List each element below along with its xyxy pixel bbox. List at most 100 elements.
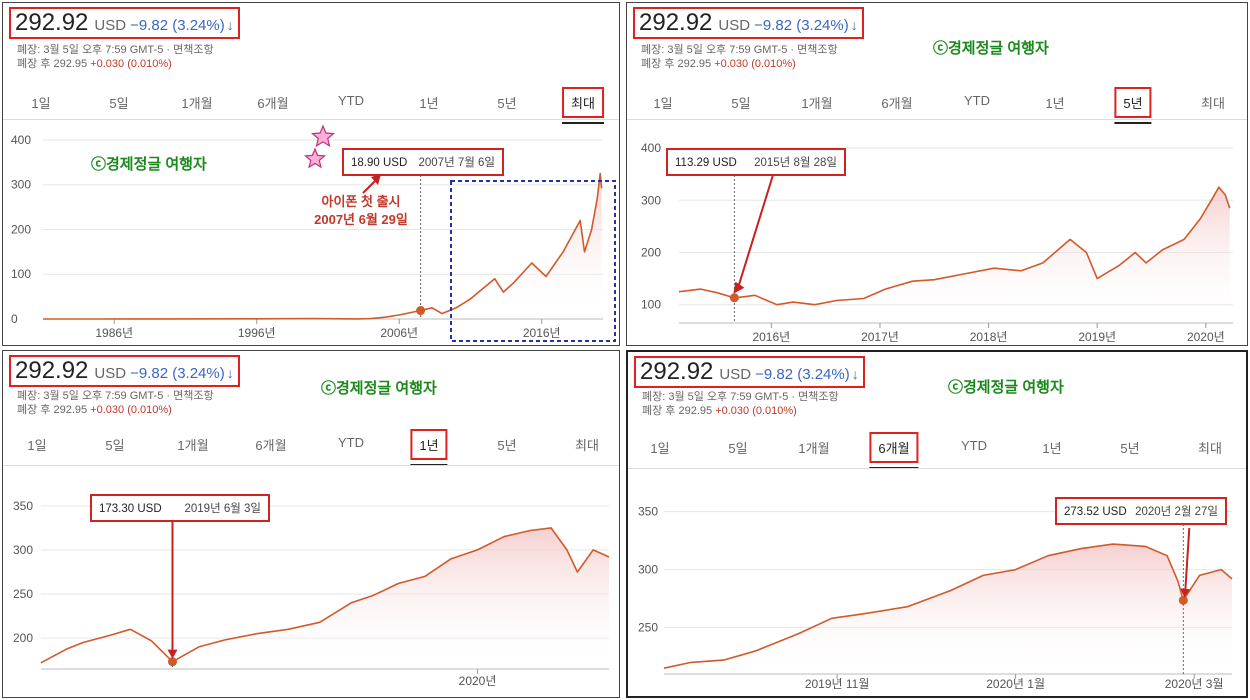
down-arrow-icon: ↓ <box>850 17 858 33</box>
tab-divider <box>627 119 1247 120</box>
x-tick-label: 1996년 <box>238 326 276 340</box>
y-tick-label: 250 <box>638 621 658 635</box>
tab-3[interactable]: 1개월 <box>798 441 830 456</box>
arrowhead <box>167 649 178 659</box>
y-tick-label: 0 <box>11 312 18 326</box>
price-box: 292.92 USD −9.82 (3.24%) ↓ <box>9 7 240 39</box>
tooltip-point <box>416 306 426 316</box>
tab-8[interactable]: 최대 <box>1198 441 1222 456</box>
down-arrow-icon: ↓ <box>226 365 234 381</box>
tab-7[interactable]: 5년 <box>497 438 517 453</box>
after-hours-line: 폐장 후 292.95 +0.030 (0.010%) <box>641 58 796 70</box>
x-tick-label: 2020년 <box>1187 330 1225 344</box>
tab-divider <box>628 468 1246 469</box>
tab-5[interactable]: YTD <box>338 435 364 450</box>
tab-4[interactable]: 6개월 <box>257 96 289 111</box>
series-line <box>678 186 1231 306</box>
tooltip-date: 2015년 8월 28일 <box>754 155 837 169</box>
tooltip-value: 273.52 USD <box>1064 506 1127 518</box>
currency: USD <box>94 365 127 382</box>
y-tick-label: 300 <box>13 543 33 557</box>
tab-6[interactable]: 1년 <box>1045 96 1065 111</box>
price-box: 292.92 USD −9.82 (3.24%) ↓ <box>634 356 865 388</box>
series-area <box>664 544 1232 674</box>
tab-3[interactable]: 1개월 <box>177 438 209 453</box>
x-tick-label: 2020년 3월 <box>1165 677 1224 691</box>
star-icon <box>310 124 336 148</box>
series-line <box>40 527 610 664</box>
after-hours-line: 폐장 후 292.95 +0.030 (0.010%) <box>17 404 172 416</box>
tooltip-box <box>342 148 504 176</box>
x-tick-label: 2016년 <box>752 330 790 344</box>
tab-1[interactable]: 1일 <box>653 96 673 111</box>
tab-8[interactable]: 최대 <box>562 87 604 124</box>
price-change: −9.82 (3.24%) <box>754 17 849 34</box>
chart-panel-5y: 292.92 USD −9.82 (3.24%) ↓ 폐장: 3월 5일 오후 7:5… <box>626 2 1248 346</box>
chart-panel-6m: 292.92 USD −9.82 (3.24%) ↓ 폐장: 3월 5일 오후 7:5… <box>626 350 1248 698</box>
tab-3[interactable]: 1개월 <box>801 96 833 111</box>
tab-6[interactable]: 1년 <box>1042 441 1062 456</box>
y-tick-label: 100 <box>11 267 31 281</box>
chart-svg: 0 100 200 300 400 1986년 1996년 2006년 2016년 18.90 U… <box>11 124 616 342</box>
market-closed-line: 폐장: 3월 5일 오후 7:59 GMT-5 · 면책조항 <box>641 44 838 56</box>
highlight-region <box>450 180 616 342</box>
price-value: 292.92 <box>640 358 714 385</box>
x-tick-label: 2017년 <box>861 330 899 344</box>
tab-4[interactable]: 6개월 <box>869 432 919 469</box>
chart-svg: 100 200 300 400 2016년 2017년 2018년 2019년 2020년 113… <box>641 141 1233 344</box>
tab-7[interactable]: 5년 <box>1120 441 1140 456</box>
range-tabs: 1일 5일 1개월 6개월 YTD 1년 5년 최대 <box>627 87 1247 124</box>
y-tick-label: 200 <box>641 246 661 260</box>
tooltip-value: 18.90 USD <box>351 157 407 169</box>
tab-6[interactable]: 1년 <box>419 96 439 111</box>
down-arrow-icon: ↓ <box>851 366 859 382</box>
tooltip-date: 2007년 7월 6일 <box>418 155 495 169</box>
tab-7[interactable]: 5년 <box>497 96 517 111</box>
tab-5[interactable]: YTD <box>338 93 364 108</box>
market-closed-line: 폐장: 3월 5일 오후 7:59 GMT-5 · 면책조항 <box>17 390 214 402</box>
tab-3[interactable]: 1개월 <box>181 96 213 111</box>
arrowhead <box>1180 588 1191 598</box>
watermark: ⓒ경제정글 여행자 <box>948 379 1064 396</box>
price-change: −9.82 (3.24%) <box>130 17 225 34</box>
down-arrow-icon: ↓ <box>226 17 234 33</box>
price-box: 292.92 USD −9.82 (3.24%) ↓ <box>9 355 240 387</box>
watermark: ⓒ경제정글 여행자 <box>91 156 207 173</box>
tab-1[interactable]: 1일 <box>31 96 51 111</box>
tab-8[interactable]: 최대 <box>1201 96 1225 111</box>
price-value: 292.92 <box>15 9 89 36</box>
range-tabs: 1일 5일 1개월 6개월 YTD 1년 5년 최대 <box>628 432 1246 469</box>
y-tick-label: 350 <box>638 505 658 519</box>
tab-4[interactable]: 6개월 <box>881 96 913 111</box>
annotation-text: 2007년 6월 29일 <box>314 212 408 227</box>
tab-2[interactable]: 5일 <box>109 96 129 111</box>
tab-5[interactable]: YTD <box>961 438 987 453</box>
tooltip-box <box>1055 497 1227 525</box>
x-tick-label: 2006년 <box>380 326 418 340</box>
tab-2[interactable]: 5일 <box>105 438 125 453</box>
range-tabs: 1일 5일 1개월 6개월 YTD 1년 5년 최대 <box>3 87 619 124</box>
y-tick-label: 100 <box>641 298 661 312</box>
tab-7[interactable]: 5년 <box>1114 87 1152 124</box>
tab-8[interactable]: 최대 <box>575 438 599 453</box>
annotation-arrow <box>1184 527 1191 591</box>
tab-4[interactable]: 6개월 <box>255 438 287 453</box>
x-tick-label: 2019년 11월 <box>805 677 870 691</box>
x-tick-label: 2019년 <box>1078 330 1116 344</box>
price-value: 292.92 <box>15 357 89 384</box>
annotation-text: 아이폰 첫 출시 <box>322 194 401 209</box>
tooltip-point <box>167 657 177 667</box>
tab-5[interactable]: YTD <box>964 93 990 108</box>
tab-2[interactable]: 5일 <box>731 96 751 111</box>
tooltip-date: 2020년 2월 27일 <box>1135 504 1218 518</box>
tab-2[interactable]: 5일 <box>728 441 748 456</box>
series-line <box>663 543 1233 669</box>
y-tick-label: 400 <box>11 133 31 147</box>
y-tick-label: 400 <box>641 141 661 155</box>
tab-1[interactable]: 1일 <box>27 438 47 453</box>
y-tick-label: 300 <box>641 193 661 207</box>
tab-1[interactable]: 1일 <box>650 441 670 456</box>
x-tick-label: 2020년 <box>459 674 497 688</box>
currency: USD <box>94 17 127 34</box>
y-tick-label: 200 <box>11 222 31 236</box>
